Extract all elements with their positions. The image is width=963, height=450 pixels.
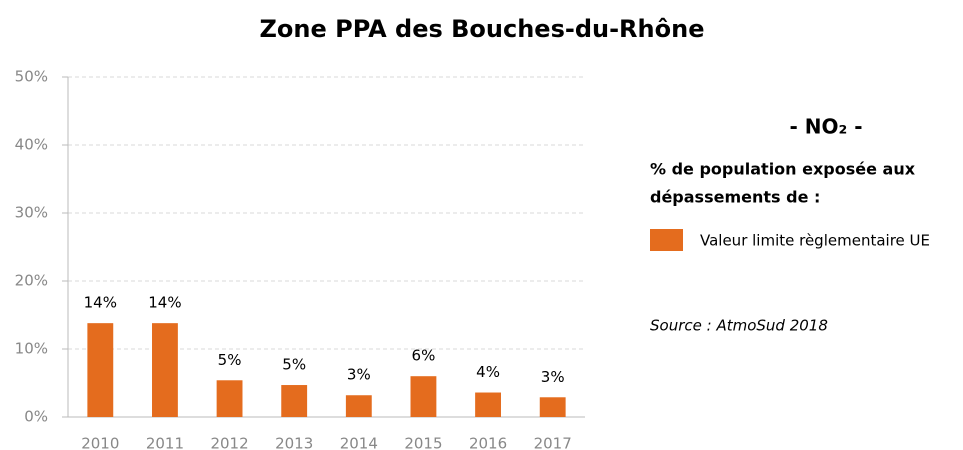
x-tick-label: 2016 <box>469 435 507 450</box>
value-label: 5% <box>218 351 242 369</box>
source-note: Source : AtmoSud 2018 <box>650 317 828 335</box>
value-label: 14% <box>84 294 117 312</box>
y-tick-label: 50% <box>15 68 48 86</box>
bar <box>410 376 437 417</box>
y-tick-label: 30% <box>15 204 48 222</box>
x-tick-label: 2012 <box>210 435 248 450</box>
value-label: 6% <box>412 347 436 365</box>
legend-title: % de population exposée aux <box>650 160 916 179</box>
value-label: 14% <box>148 294 181 312</box>
legend-label: Valeur limite règlementaire UE <box>700 232 930 250</box>
legend-swatch <box>650 229 683 251</box>
value-label: 4% <box>476 363 500 381</box>
x-tick-label: 2010 <box>81 435 119 450</box>
bar <box>345 395 372 417</box>
legend-title: dépassements de : <box>650 188 820 207</box>
y-tick-label: 20% <box>15 272 48 290</box>
x-tick-label: 2015 <box>404 435 442 450</box>
x-tick-label: 2013 <box>275 435 313 450</box>
y-tick-label: 40% <box>15 136 48 154</box>
x-tick-label: 2014 <box>340 435 378 450</box>
x-tick-label: 2017 <box>534 435 572 450</box>
bar <box>475 392 501 417</box>
chart-title: Zone PPA des Bouches-du-Rhône <box>260 15 705 43</box>
y-tick-label: 10% <box>15 340 48 358</box>
bar <box>216 380 243 417</box>
value-label: 3% <box>541 368 565 386</box>
x-tick-label: 2011 <box>146 435 184 450</box>
bar <box>539 397 566 417</box>
bar <box>152 323 178 417</box>
pollutant-label: - NO₂ - <box>789 115 862 139</box>
bar <box>281 385 308 417</box>
value-label: 5% <box>282 356 306 374</box>
value-label: 3% <box>347 366 371 384</box>
y-tick-label: 0% <box>24 408 48 426</box>
bar <box>87 323 114 417</box>
